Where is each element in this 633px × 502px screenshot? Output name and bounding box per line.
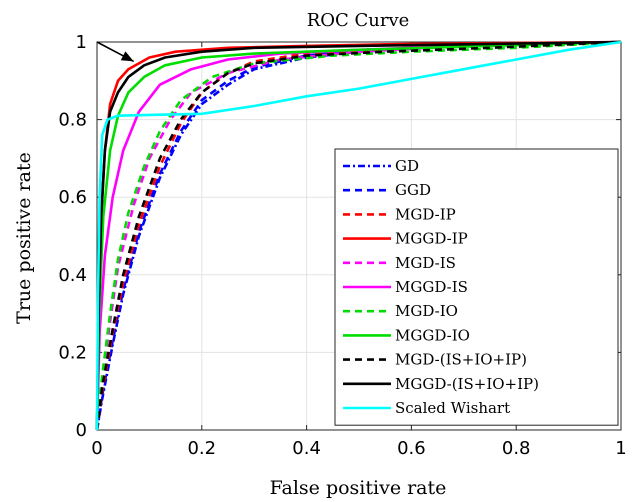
x-tick-label: 0.6	[397, 438, 426, 459]
y-ticks: 0 0.2 0.4 0.6 0.8 1	[58, 32, 621, 441]
x-axis-label: False positive rate	[270, 477, 447, 499]
arrow-head	[120, 51, 134, 62]
chart-title: ROC Curve	[307, 10, 410, 31]
y-tick-label: 1	[76, 32, 87, 53]
y-tick-label: 0.4	[58, 265, 87, 286]
series-line	[95, 40, 622, 431]
legend-entry: MGGD-IS	[395, 278, 468, 296]
legend-entry: GGD	[395, 181, 431, 199]
series-line	[95, 40, 622, 431]
legend-entry: GD	[395, 157, 419, 175]
x-tick-label: 0.2	[187, 438, 216, 459]
legend: GD GGD MGD-IP MGGD-IP MGD-IS MGGD-IS MGD-IO MGG…	[334, 148, 619, 426]
legend-entry: MGD-IO	[395, 302, 458, 320]
legend-entry: MGGD-IP	[395, 230, 468, 248]
series-line	[95, 40, 622, 431]
x-tick-label: 1	[615, 438, 626, 459]
y-tick-label: 0.8	[58, 110, 87, 131]
legend-entry: MGD-IS	[395, 254, 456, 272]
plot-frame	[96, 41, 622, 431]
x-tick-label: 0.4	[292, 438, 321, 459]
x-tick-label: 0	[91, 438, 102, 459]
legend-entry: MGGD-IO	[395, 326, 470, 344]
series-lines	[95, 40, 622, 431]
y-tick-label: 0.2	[58, 342, 87, 363]
y-axis-label: True positive rate	[13, 152, 35, 324]
x-tick-label: 0.8	[502, 438, 531, 459]
legend-entry: MGD-(IS+IO+IP)	[395, 351, 527, 369]
arrow-annotation	[96, 41, 135, 63]
axes	[96, 41, 622, 431]
series-line	[95, 40, 622, 431]
legend-entry: MGGD-(IS+IO+IP)	[395, 375, 539, 393]
legend-entry: Scaled Wishart	[395, 399, 510, 417]
y-tick-label: 0	[76, 420, 87, 441]
y-tick-label: 0.6	[58, 187, 87, 208]
legend-entry: MGD-IP	[395, 205, 456, 223]
